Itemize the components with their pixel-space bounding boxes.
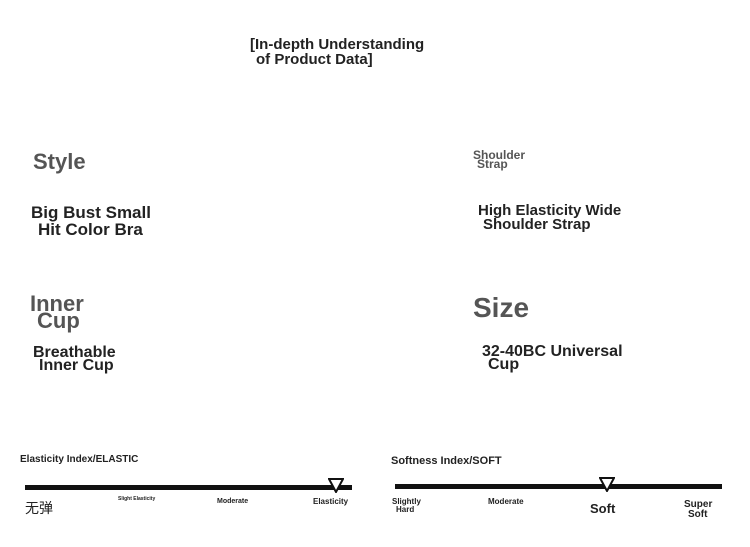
index-title: Elasticity Index/ELASTIC (20, 454, 139, 465)
title-line: of Product Data] (256, 51, 373, 68)
field-value: Hit Color Bra (38, 220, 143, 239)
index-title: Softness Index/SOFT (391, 455, 502, 467)
index-level: Elasticity (313, 497, 349, 506)
field-label: Cup (37, 308, 80, 333)
field-value: Shoulder Strap (483, 216, 591, 233)
index-level: Moderate (217, 498, 249, 505)
index-level: Slight Elasticity (118, 496, 156, 502)
field-value: Inner Cup (39, 357, 114, 374)
index-scale (395, 484, 722, 489)
field-value: Breathable (33, 344, 116, 361)
field-value: 32-40BC Universal (482, 343, 623, 360)
index-level: Slightly (392, 497, 421, 506)
index-marker (599, 477, 615, 492)
index-level: Super (684, 499, 713, 510)
index-marker (328, 478, 344, 493)
index-level: 无弹 (25, 500, 53, 516)
field-label: Shoulder (473, 148, 526, 162)
field-label: Style (33, 149, 86, 174)
field-label: Strap (477, 157, 508, 171)
index-level: Moderate (488, 497, 524, 506)
index-level: Soft (590, 501, 616, 516)
field-label: Size (473, 292, 530, 323)
field-value: High Elasticity Wide (478, 202, 622, 219)
index-level: Soft (688, 509, 708, 520)
index-scale (25, 485, 352, 490)
field-value: Cup (488, 356, 520, 373)
field-value: Big Bust Small (31, 203, 151, 222)
index-level: Hard (396, 505, 415, 514)
field-label: Inner (30, 291, 84, 316)
title-line: [In-depth Understanding (250, 36, 425, 53)
